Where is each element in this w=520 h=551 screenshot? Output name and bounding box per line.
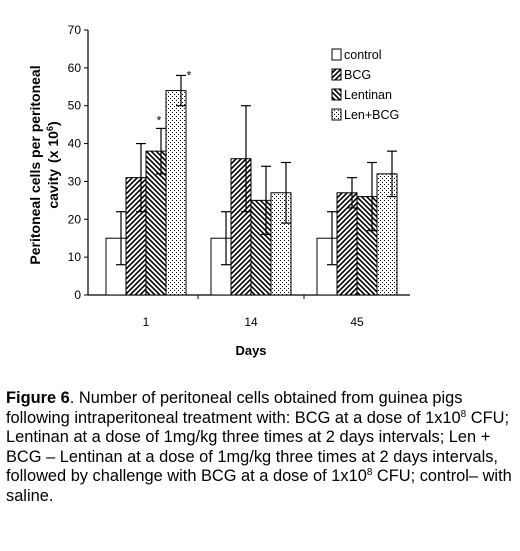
bar-lentinan-day-14	[250, 199, 272, 296]
y-axis-label-line2: cavity (x 106)	[45, 121, 61, 208]
bar-len-bcg-day-45	[376, 173, 398, 296]
bar-control-day-45	[316, 237, 338, 296]
x-tick-label: 45	[350, 315, 364, 329]
bar-bcg-day-1	[125, 177, 147, 296]
y-tick-label: 60	[68, 61, 82, 75]
y-tick-label: 0	[74, 288, 81, 302]
significance-asterisk: *	[187, 68, 192, 82]
legend-label: BCG	[344, 68, 371, 82]
figure-caption: Figure 6. Number of peritoneal cells obt…	[6, 389, 514, 506]
caption-exponent-2: 8	[366, 467, 373, 478]
caption-text-2: CFU; Lentinan at a dose of 1mg/kg three …	[6, 408, 509, 486]
y-tick-label: 20	[68, 212, 82, 226]
legend-label: Len+BCG	[344, 108, 399, 122]
y-axis-label: Peritoneal cells per peritoneal cavity (x…	[27, 65, 61, 264]
y-tick-label: 50	[68, 99, 82, 113]
significance-marks: **	[157, 68, 192, 127]
legend-swatch	[331, 88, 342, 101]
y-axis-label-cavity: cavity	[45, 169, 61, 209]
y-tick-label: 40	[68, 137, 82, 151]
bar-control-day-14	[210, 237, 232, 296]
bar-len-bcg-day-1	[165, 90, 187, 296]
significance-asterisk: *	[157, 113, 162, 127]
x-axis-label: Days	[235, 343, 266, 358]
legend-label: Lentinan	[344, 88, 392, 102]
y-tick-label: 10	[68, 250, 82, 264]
legend: control BCG Lentinan Len+BCG	[331, 48, 399, 122]
error-bars	[116, 74, 397, 266]
y-axis-label-line1: Peritoneal cells per peritoneal	[27, 65, 43, 264]
x-ticks: 1 14 45	[143, 295, 364, 329]
bar-lentinan-day-1	[145, 150, 167, 296]
caption-exponent-1: 8	[460, 408, 467, 420]
x-tick-label: 1	[143, 315, 150, 329]
bar-lentinan-day-45	[356, 196, 378, 296]
legend-swatch	[331, 68, 342, 81]
y-axis-unit: (x 10	[45, 131, 61, 163]
bar-bcg-day-14	[230, 158, 252, 296]
legend-swatch	[331, 48, 342, 61]
caption-text-3: CFU; control– with saline.	[6, 467, 512, 505]
bar-control-day-1	[105, 237, 127, 296]
legend-label: control	[344, 48, 382, 62]
bar-len-bcg-day-14	[270, 192, 292, 296]
y-axis-unit-exponent: 6	[45, 126, 55, 131]
y-tick-label: 30	[68, 174, 82, 188]
x-tick-label: 14	[244, 315, 258, 329]
y-ticks: 0 10 20 30 40 50 60 70	[68, 23, 88, 302]
y-axis-unit-close: )	[45, 121, 61, 126]
caption-text-1: . Number of peritoneal cells obtained fr…	[6, 389, 463, 427]
bar-chart: Peritoneal cells per peritoneal cavity (x…	[27, 23, 410, 358]
y-tick-label: 70	[68, 23, 82, 37]
figure-label: Figure 6	[6, 389, 70, 407]
legend-swatch	[331, 108, 342, 121]
